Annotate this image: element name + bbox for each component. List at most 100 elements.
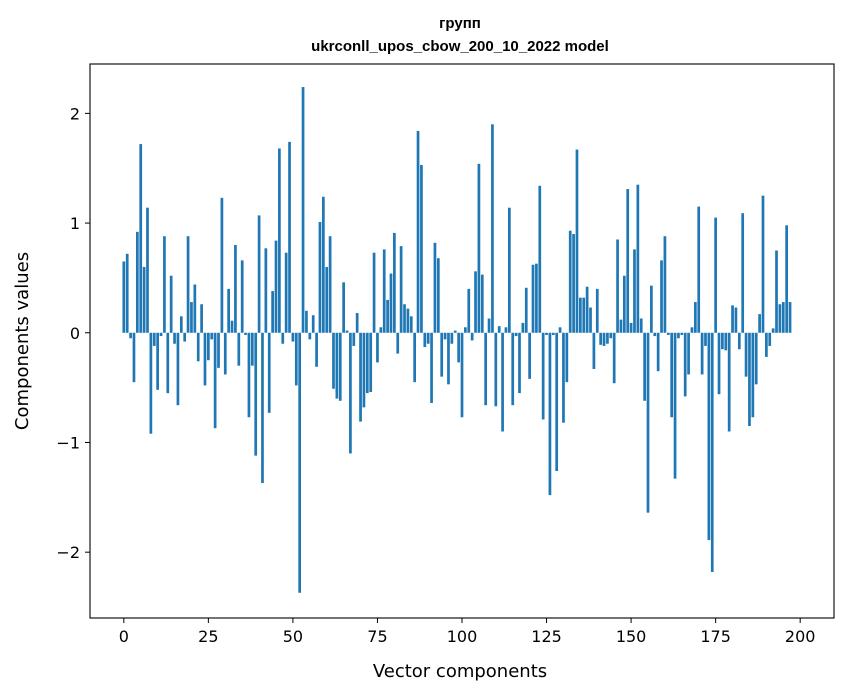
bar	[464, 327, 467, 333]
bar	[562, 332, 565, 423]
x-axis-label: Vector components	[373, 661, 547, 682]
bar	[467, 288, 471, 333]
bar	[342, 282, 345, 333]
bar	[261, 332, 264, 484]
bar	[511, 332, 515, 406]
bar	[497, 326, 501, 333]
bar	[781, 302, 785, 333]
bar	[589, 307, 592, 333]
bar	[602, 332, 606, 346]
bar	[267, 332, 271, 413]
bar	[507, 207, 511, 333]
bar	[372, 252, 376, 333]
bar	[643, 332, 646, 401]
bar	[663, 236, 667, 333]
bar	[731, 305, 734, 333]
bar	[163, 236, 166, 333]
bar	[207, 332, 210, 361]
bar	[382, 249, 386, 333]
bar	[274, 240, 278, 333]
bar	[754, 332, 758, 385]
bar	[389, 273, 393, 333]
bar	[176, 332, 180, 406]
bar	[325, 266, 329, 333]
bar	[129, 332, 132, 339]
bar	[335, 332, 339, 399]
bar	[244, 332, 247, 335]
bar	[788, 302, 792, 333]
bar	[697, 206, 701, 333]
bar	[650, 285, 653, 333]
bar	[294, 332, 298, 386]
bar	[349, 332, 352, 454]
bar	[737, 332, 741, 350]
bar	[710, 332, 714, 572]
bar	[704, 332, 707, 346]
bar	[639, 318, 643, 333]
bar	[132, 332, 136, 383]
bar	[305, 310, 308, 333]
x-tick-label: 175	[700, 627, 731, 646]
bar	[193, 284, 197, 333]
bar	[572, 234, 575, 333]
y-tick-label: −1	[56, 433, 80, 452]
bar	[376, 332, 379, 363]
bar	[683, 332, 687, 397]
bar	[426, 332, 430, 344]
bar	[355, 313, 359, 333]
bar	[548, 332, 552, 496]
bar	[677, 332, 680, 339]
bar	[504, 327, 508, 333]
bar	[223, 332, 227, 375]
chart-title: групп	[439, 15, 481, 32]
bar	[440, 332, 444, 377]
bar	[636, 184, 640, 333]
x-axis: 0 25 50 75 100 125 150 175 200	[119, 618, 816, 646]
bar	[727, 332, 731, 432]
bar	[264, 248, 268, 333]
bar	[284, 252, 288, 333]
bar	[169, 275, 173, 333]
x-tick-label: 200	[785, 627, 816, 646]
bar	[179, 316, 183, 333]
x-tick-label: 125	[531, 627, 562, 646]
bar	[741, 213, 745, 333]
bar	[538, 185, 542, 333]
bar	[301, 87, 305, 333]
bar	[365, 332, 369, 394]
bar	[281, 332, 285, 344]
bar	[670, 332, 674, 418]
bar	[609, 332, 613, 339]
bar	[352, 332, 356, 346]
x-tick-label: 100	[447, 627, 478, 646]
bar	[288, 141, 291, 333]
bar	[406, 308, 410, 333]
bar	[535, 263, 538, 333]
bar	[575, 149, 579, 333]
bar	[765, 332, 768, 357]
bar	[778, 304, 782, 333]
bar	[579, 297, 582, 333]
bar	[751, 332, 755, 418]
bar	[173, 332, 176, 344]
bar	[149, 332, 153, 434]
bar	[565, 332, 569, 383]
bar	[420, 164, 423, 333]
bar	[139, 144, 143, 333]
y-tick-label: 1	[70, 214, 80, 233]
bar	[748, 332, 751, 427]
bar	[687, 332, 690, 375]
bar	[484, 332, 488, 406]
bar	[521, 322, 525, 333]
chart-subtitle: ukrconll_upos_cbow_200_10_2022 model	[311, 38, 609, 55]
bar	[190, 302, 193, 333]
bar	[210, 332, 214, 340]
bar	[413, 332, 417, 383]
bar	[227, 288, 231, 333]
bar	[386, 299, 389, 333]
x-tick-label: 75	[367, 627, 387, 646]
bar	[237, 332, 241, 366]
x-tick-label: 50	[283, 627, 303, 646]
bar	[551, 332, 555, 335]
bar	[480, 274, 484, 333]
